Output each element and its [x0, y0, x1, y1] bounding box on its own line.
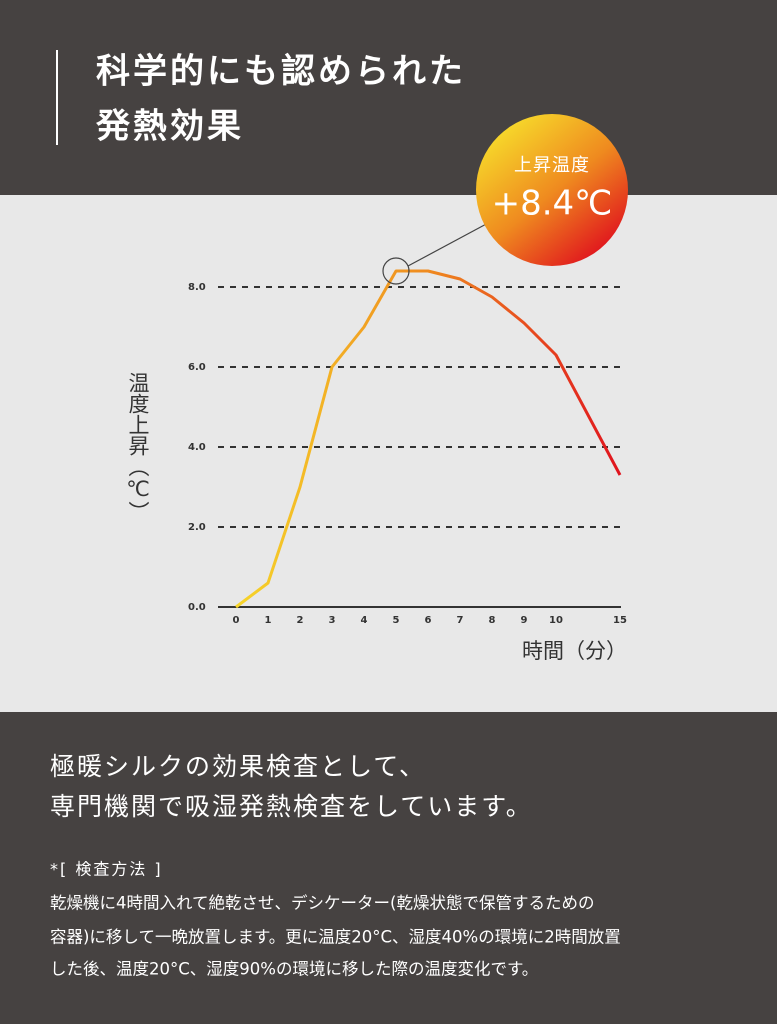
- note-line: 容器)に移して一晩放置します。更に温度20°C、湿度40%の環境に2時間放置: [50, 928, 621, 947]
- x-tick-label: 7: [457, 615, 464, 626]
- x-tick-label: 3: [329, 615, 336, 626]
- footer-bg: [0, 712, 777, 1024]
- header-bg: [0, 0, 777, 195]
- x-tick-label: 4: [361, 615, 368, 626]
- x-tick-label: 8: [489, 615, 496, 626]
- x-tick-label: 10: [549, 615, 563, 626]
- badge-label: 上昇温度: [514, 155, 590, 176]
- peak-marker: [382, 257, 410, 285]
- description: 極暖シルクの効果検査として、: [50, 752, 426, 781]
- x-tick-label: 5: [393, 615, 400, 626]
- leader-line: [407, 221, 491, 267]
- title: 発熱効果: [96, 107, 244, 147]
- x-tick-label: 9: [521, 615, 528, 626]
- x-tick-label: 0: [233, 615, 240, 626]
- note-line: した後、温度20°C、湿度90%の環境に移した際の温度変化です。: [50, 960, 538, 979]
- x-tick-label: 6: [425, 615, 432, 626]
- x-axis-label: 時間（分）: [522, 639, 627, 663]
- data-line: [235, 269, 622, 609]
- y-axis-label: 温度上昇（℃）: [126, 372, 150, 522]
- y-tick-label: 8.0: [188, 282, 206, 293]
- badge-value: +8.4℃: [492, 184, 613, 224]
- x-tick-label: 15: [613, 615, 627, 626]
- description: 専門機関で吸湿発熱検査をしています。: [50, 792, 533, 821]
- x-tick-label: 1: [265, 615, 272, 626]
- note-line: 乾燥機に4時間入れて絶乾させ、デシケーター(乾燥状態で保管するための: [50, 893, 594, 913]
- title: 科学的にも認められた: [96, 52, 466, 92]
- badge: [476, 114, 628, 266]
- y-tick-label: 4.0: [188, 442, 206, 453]
- y-tick-label: 6.0: [188, 362, 206, 373]
- y-tick-label: 2.0: [188, 522, 206, 533]
- x-tick-label: 2: [297, 615, 304, 626]
- chart-bg: [0, 195, 777, 712]
- y-tick-label: 0.0: [188, 602, 206, 613]
- note-heading: *[ 検査方法 ]: [50, 860, 163, 879]
